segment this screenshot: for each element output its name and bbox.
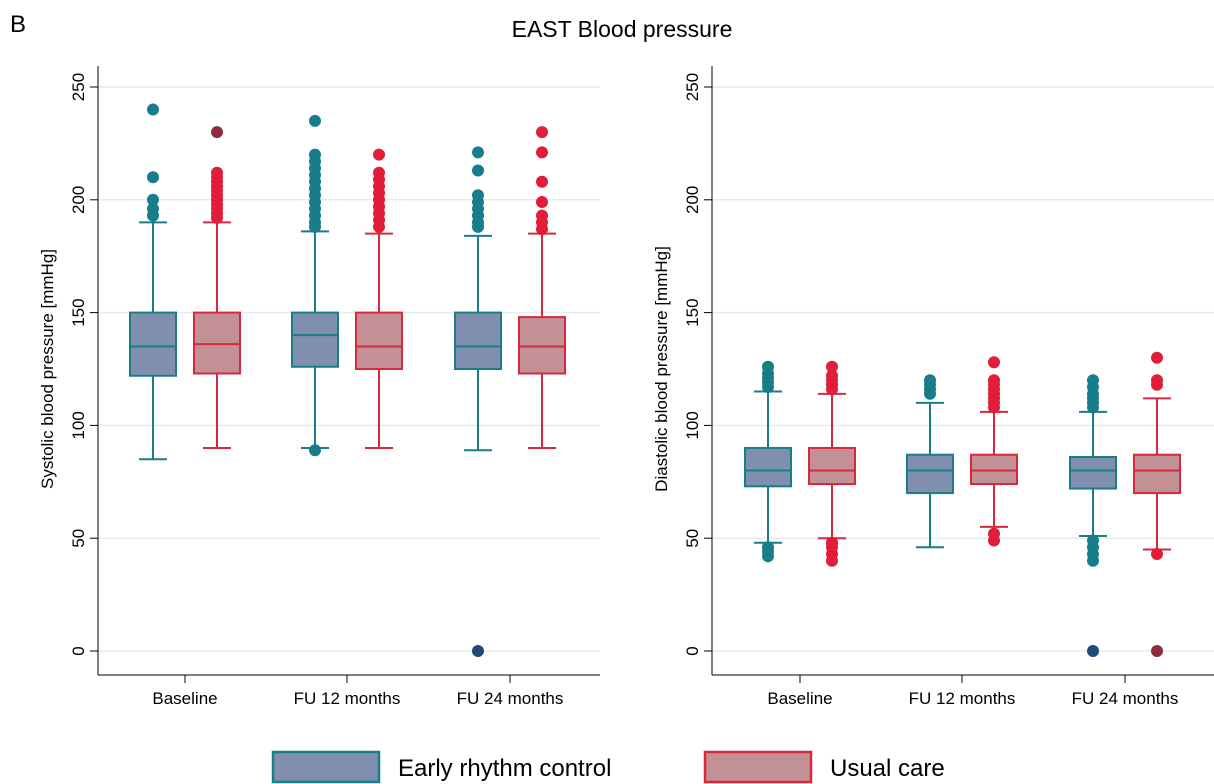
box-usual xyxy=(970,453,1018,486)
box-early xyxy=(454,311,502,371)
y-tick-label: 100 xyxy=(69,411,88,439)
x-tick-label: FU 12 months xyxy=(294,689,401,708)
outlier-usual xyxy=(536,196,548,209)
y-tick-label: 150 xyxy=(69,298,88,326)
box-early xyxy=(1069,455,1117,490)
outlier-usual xyxy=(373,166,385,179)
outlier-usual xyxy=(826,536,838,549)
y-tick-label: 0 xyxy=(683,646,702,655)
outlier-early xyxy=(147,193,159,206)
y-tick-label: 0 xyxy=(69,646,88,655)
figure-title: EAST Blood pressure xyxy=(512,16,733,42)
box-early xyxy=(291,311,339,368)
diastolic-chart: 0 50 100 150 200 250 Diastolic blood pressure … xyxy=(652,66,1214,708)
y-axis-label: Systolic blood pressure [mmHg] xyxy=(38,249,57,489)
outlier-early xyxy=(1087,374,1099,387)
box-usual xyxy=(193,311,241,375)
outlier-usual xyxy=(988,527,1000,540)
outlier-early xyxy=(762,541,774,554)
y-tick-label: 50 xyxy=(69,529,88,548)
outlier-early xyxy=(147,202,159,215)
y-tick-label: 200 xyxy=(69,186,88,214)
outlier-usual xyxy=(536,175,548,188)
outlier-usual xyxy=(536,209,548,222)
x-tick-label: FU 24 months xyxy=(1072,689,1179,708)
y-axis-label: Diastolic blood pressure [mmHg] xyxy=(652,246,671,492)
outlier-early xyxy=(1087,534,1099,547)
box-early xyxy=(129,311,177,377)
outlier-usual xyxy=(1151,351,1163,364)
x-tick-label: FU 12 months xyxy=(909,689,1016,708)
y-tick-label: 50 xyxy=(683,529,702,548)
outlier-usual xyxy=(536,146,548,159)
outlier-usual xyxy=(373,148,385,161)
outlier-usual xyxy=(988,374,1000,387)
outlier-usual xyxy=(826,369,838,382)
outlier-usual xyxy=(1151,645,1163,657)
box-usual xyxy=(1133,453,1181,495)
box-usual xyxy=(355,311,403,371)
outlier-usual xyxy=(988,356,1000,369)
y-tick-label: 250 xyxy=(683,73,702,101)
outlier-usual xyxy=(1151,547,1163,560)
systolic-chart: 0 50 100 150 200 250 Systolic blood pressure [… xyxy=(38,66,600,708)
legend: Early rhythm control Usual care xyxy=(271,750,945,784)
outlier-early xyxy=(472,189,484,202)
y-tick-label: 150 xyxy=(683,298,702,326)
y-tick-label: 200 xyxy=(683,186,702,214)
x-tick-label: Baseline xyxy=(767,689,832,708)
legend-label-usual-care: Usual care xyxy=(830,755,945,782)
outlier-usual xyxy=(826,360,838,373)
legend-swatch-early-rhythm-control xyxy=(271,750,381,784)
x-tick-label: Baseline xyxy=(152,689,217,708)
outlier-early xyxy=(309,444,321,457)
x-tick-label: FU 24 months xyxy=(457,689,564,708)
outlier-usual xyxy=(536,126,548,139)
outlier-usual xyxy=(211,126,223,139)
outlier-early xyxy=(472,146,484,159)
box-usual xyxy=(808,446,856,486)
box-usual xyxy=(518,316,566,375)
box-early xyxy=(906,453,954,495)
y-tick-label: 100 xyxy=(683,411,702,439)
outlier-early xyxy=(472,645,484,657)
outlier-early xyxy=(472,164,484,177)
outlier-early xyxy=(147,103,159,116)
outlier-early xyxy=(147,171,159,184)
outlier-usual xyxy=(211,166,223,179)
outlier-early xyxy=(1087,645,1099,657)
outlier-early xyxy=(309,114,321,127)
outlier-usual xyxy=(1151,374,1163,387)
legend-label-early-rhythm-control: Early rhythm control xyxy=(398,755,611,782)
outlier-early xyxy=(924,374,936,387)
panel-letter: B xyxy=(10,11,26,38)
y-tick-label: 250 xyxy=(69,73,88,101)
outlier-early xyxy=(762,360,774,373)
box-early xyxy=(744,446,792,488)
legend-swatch-usual-care xyxy=(703,750,813,784)
outlier-early xyxy=(309,148,321,161)
